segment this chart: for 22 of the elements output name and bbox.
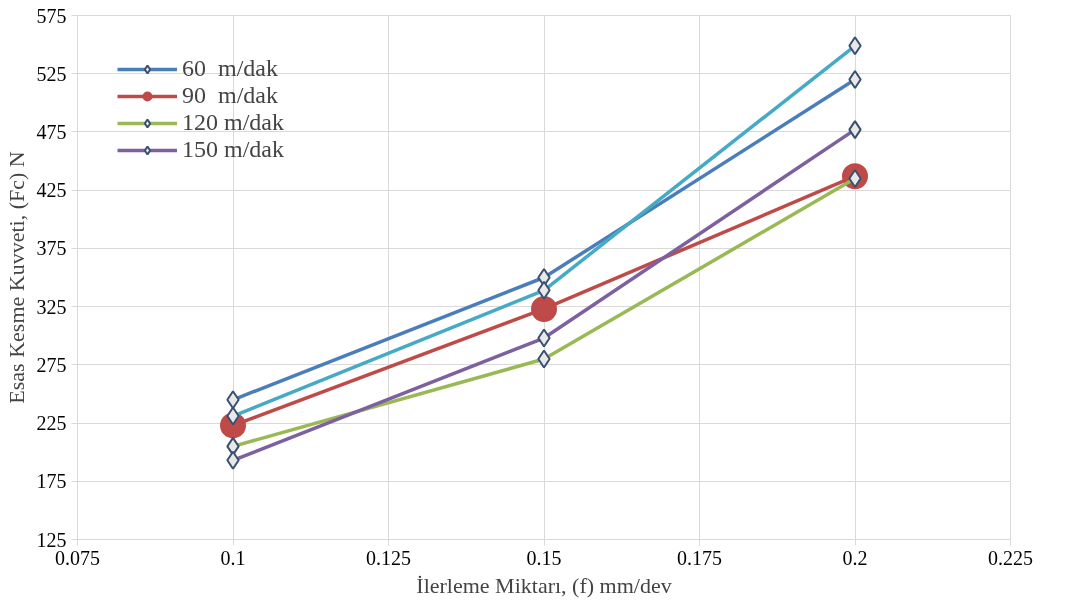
legend-label: 120 m/dak [182,109,284,136]
legend-label: 150 m/dak [182,136,284,163]
y-tick-label: 525 [36,62,67,85]
point [531,295,557,322]
x-axis-title: İlerleme Miktarı, (f) mm/dev [416,572,672,598]
y-tick-label: 575 [36,4,67,27]
x-tick-label: 0.125 [366,546,411,569]
y-tick-label: 475 [36,120,67,143]
legend-label: 90 m/dak [182,82,278,109]
x-tick-label: 0.1 [220,546,246,569]
x-tick-label: 0.2 [842,546,868,569]
y-tick-label: 225 [36,412,67,435]
y-tick-label: 375 [36,237,67,260]
y-tick-label: 425 [36,179,67,202]
y-axis-title: Esas Kesme Kuvveti, (Fc) N [3,151,29,404]
y-tick-label: 275 [36,353,67,376]
legend-label: 60 m/dak [182,55,278,82]
x-tick-label: 0.15 [526,546,562,569]
y-tick-label: 175 [36,470,67,493]
y-tick-label: 325 [36,295,67,318]
x-tick-label: 0.225 [988,546,1033,569]
x-tick-label: 0.175 [677,546,722,569]
